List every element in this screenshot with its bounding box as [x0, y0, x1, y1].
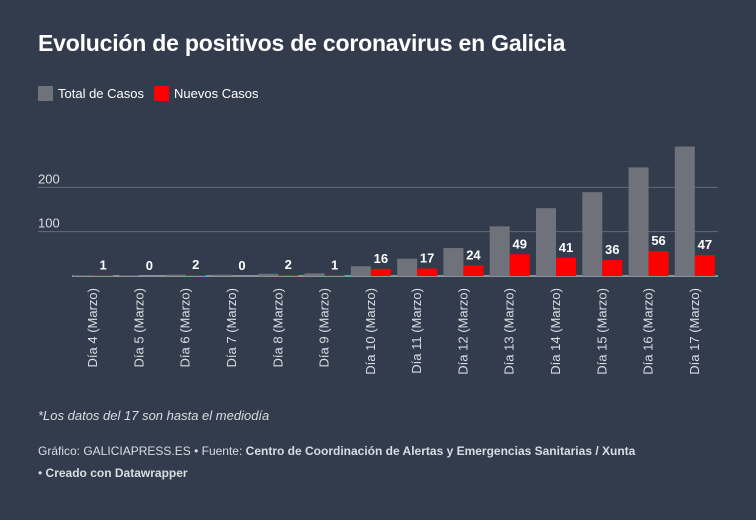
- data-label: 47: [698, 237, 712, 252]
- bar-total: [582, 192, 603, 276]
- x-tick-label: Día 4 (Marzo): [85, 288, 100, 367]
- credits-separator-2: •: [38, 466, 43, 480]
- data-label: 2: [192, 257, 199, 272]
- legend-swatch-new: [154, 86, 169, 101]
- credits-source-label: Fuente:: [201, 444, 243, 458]
- bar-new: [463, 265, 484, 276]
- chart-title: Evolución de positivos de coronavirus en…: [38, 30, 566, 56]
- credits-source: Centro de Coordinación de Alertas y Emer…: [245, 444, 636, 458]
- data-label: 24: [466, 247, 481, 262]
- bar-new: [185, 275, 206, 276]
- data-label: 17: [420, 250, 434, 265]
- bar-total: [674, 146, 695, 276]
- legend-item-total: Total de Casos: [38, 86, 144, 101]
- bar-new: [278, 275, 299, 276]
- bar-total: [258, 273, 279, 276]
- x-tick-label: Día 8 (Marzo): [270, 288, 285, 367]
- credits-separator: •: [194, 444, 199, 458]
- bar-new: [648, 251, 669, 276]
- bar-total: [212, 274, 232, 276]
- bar-total: [304, 273, 325, 276]
- x-tick-label: Día 15 (Marzo): [594, 288, 609, 375]
- data-label: 0: [238, 258, 245, 273]
- x-tick-label: Día 5 (Marzo): [131, 288, 146, 367]
- legend-item-new: Nuevos Casos: [154, 86, 259, 101]
- bar-total: [350, 266, 371, 276]
- credits: Gráfico: GALICIAPRESS.ES • Fuente: Centr…: [38, 440, 718, 484]
- bar-total: [536, 208, 556, 276]
- data-label: 1: [331, 258, 338, 273]
- x-tick-label: Día 6 (Marzo): [178, 288, 193, 367]
- x-tick-label: Día 13 (Marzo): [502, 288, 517, 375]
- bar-new: [602, 260, 623, 276]
- bar-new: [556, 257, 576, 276]
- data-label: 49: [512, 236, 526, 251]
- data-label: 36: [605, 242, 619, 257]
- y-tick-label: 100: [38, 216, 60, 231]
- bar-total: [397, 258, 418, 276]
- bar-total: [443, 248, 464, 276]
- x-tick-label: Día 10 (Marzo): [363, 288, 378, 375]
- x-tick-label: Día 11 (Marzo): [409, 288, 424, 374]
- bar-total: [489, 226, 510, 276]
- legend-label-new: Nuevos Casos: [174, 86, 259, 101]
- bar-total: [165, 274, 186, 276]
- data-label: 1: [100, 258, 107, 273]
- data-label: 41: [559, 240, 573, 255]
- data-label: 16: [374, 251, 388, 266]
- data-label: 56: [651, 233, 665, 248]
- footnote: *Los datos del 17 son hasta el mediodía: [38, 408, 270, 423]
- bar-new: [509, 254, 530, 276]
- legend-swatch-total: [38, 86, 53, 101]
- x-tick-label: Día 17 (Marzo): [687, 288, 702, 375]
- credits-line-1: Gráfico: GALICIAPRESS.ES • Fuente: Centr…: [38, 440, 718, 462]
- credits-line-2: • Creado con Datawrapper: [38, 462, 718, 484]
- credits-chart: Gráfico: GALICIAPRESS.ES: [38, 444, 191, 458]
- x-tick-label: Día 9 (Marzo): [317, 288, 332, 367]
- x-tick-label: Día 7 (Marzo): [224, 288, 239, 367]
- bar-new: [694, 255, 715, 276]
- legend-label-total: Total de Casos: [58, 86, 144, 101]
- bar-new: [370, 268, 391, 276]
- credits-made-with: Creado con Datawrapper: [45, 466, 188, 480]
- data-label: 0: [146, 258, 153, 273]
- x-tick-label: Día 12 (Marzo): [455, 288, 470, 375]
- chart-legend: Total de Casos Nuevos Casos: [38, 86, 269, 101]
- bar-total: [628, 167, 649, 276]
- bar-new: [417, 268, 438, 276]
- y-tick-label: 200: [38, 171, 60, 186]
- x-tick-label: Día 14 (Marzo): [548, 288, 563, 375]
- x-tick-label: Día 16 (Marzo): [641, 288, 656, 375]
- data-label: 2: [285, 257, 292, 272]
